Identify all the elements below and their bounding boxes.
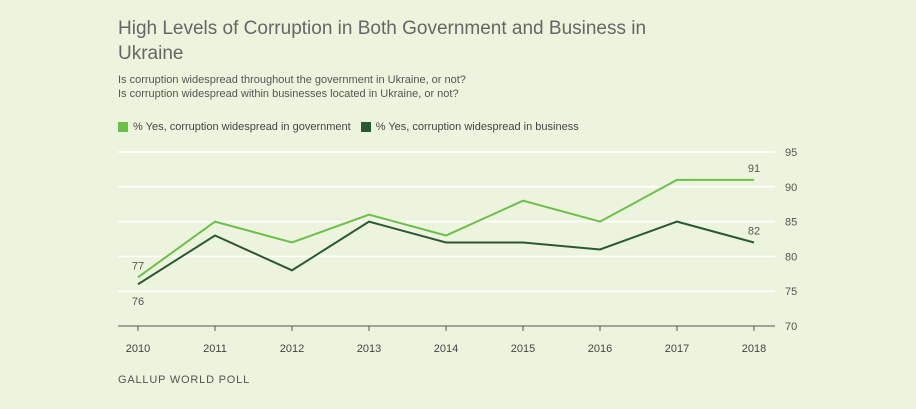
series-line-business: [137, 220, 755, 286]
series-line-government: [137, 178, 754, 279]
chart-title: High Levels of Corruption in Both Govern…: [118, 18, 647, 64]
data-label-business-2010: 76: [132, 296, 144, 308]
legend-item-business: % Yes, corruption widespread in business: [360, 121, 579, 133]
legend-label-business: % Yes, corruption widespread in business: [375, 121, 579, 133]
chart-source: GALLUP WORLD POLL: [118, 374, 250, 386]
chart-subtitle-line-2: Is corruption widespread within business…: [118, 88, 459, 100]
data-label-business-2018: 82: [748, 225, 760, 237]
y-tick-label-70: 70: [785, 321, 797, 333]
legend-label-government: % Yes, corruption widespread in governme…: [133, 121, 351, 133]
x-tick-label-2016: 2016: [588, 343, 612, 355]
x-tick-label-2017: 2017: [665, 343, 689, 355]
x-tick-label-2015: 2015: [511, 343, 535, 355]
data-label-government-2010: 77: [132, 260, 144, 272]
legend-item-government: % Yes, corruption widespread in governme…: [118, 121, 351, 133]
y-tick-label-80: 80: [785, 251, 797, 263]
chart-legend: % Yes, corruption widespread in governme…: [118, 121, 589, 133]
x-tick-label-2012: 2012: [280, 343, 304, 355]
legend-swatch-government: [118, 122, 128, 132]
x-tick-label-2014: 2014: [434, 343, 458, 355]
y-tick-label-75: 75: [785, 286, 797, 298]
legend-swatch-business: [360, 122, 371, 132]
x-tick-label-2010: 2010: [126, 343, 150, 355]
x-tick-label-2018: 2018: [742, 343, 766, 355]
x-tick-label-2013: 2013: [357, 343, 381, 355]
y-tick-label-85: 85: [785, 217, 797, 229]
x-tick-label-2011: 2011: [203, 343, 227, 355]
data-label-government-2018: 91: [748, 163, 760, 175]
y-tick-label-90: 90: [785, 182, 797, 194]
chart-subtitle-line-1: Is corruption widespread throughout the …: [118, 74, 466, 86]
y-tick-label-95: 95: [785, 147, 797, 159]
